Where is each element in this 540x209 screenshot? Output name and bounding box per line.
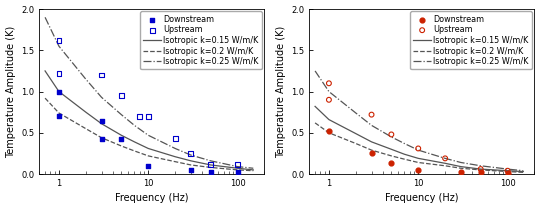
Y-axis label: Temperature Amplitude (K): Temperature Amplitude (K) [275,25,286,158]
Downstream [97,120,106,123]
Downstream [233,171,242,174]
Downstream [117,138,126,141]
Upstream [117,94,126,97]
Downstream [387,162,396,165]
Downstream [186,168,195,172]
Upstream [476,167,485,171]
Upstream [325,82,333,85]
Upstream [367,113,376,116]
Upstream [325,98,333,101]
Downstream [503,172,512,175]
Downstream [414,168,423,172]
X-axis label: Frequency (Hz): Frequency (Hz) [115,194,188,203]
Downstream [367,152,376,155]
Upstream [97,73,106,77]
Upstream [135,115,144,118]
Upstream [414,147,423,150]
Downstream [55,90,63,93]
Upstream [206,162,215,166]
Upstream [144,115,153,118]
Legend: Downstream, Upstream, Isotropic k=0.15 W/m/K, Isotropic k=0.2 W/m/K, Isotropic k: Downstream, Upstream, Isotropic k=0.15 W… [410,11,532,69]
Downstream [144,164,153,167]
Downstream [206,170,215,173]
Upstream [233,162,242,166]
Legend: Downstream, Upstream, Isotropic k=0.15 W/m/K, Isotropic k=0.2 W/m/K, Isotropic k: Downstream, Upstream, Isotropic k=0.15 W… [140,11,262,69]
Upstream [387,133,396,136]
Upstream [55,72,63,75]
Upstream [55,39,63,42]
Downstream [325,129,333,133]
Upstream [441,157,449,160]
Downstream [97,138,106,141]
Downstream [456,170,465,173]
X-axis label: Frequency (Hz): Frequency (Hz) [385,194,458,203]
Downstream [476,171,485,174]
Upstream [171,137,179,140]
Downstream [55,115,63,118]
Upstream [186,152,195,155]
Y-axis label: Temperature Amplitude (K): Temperature Amplitude (K) [5,25,16,158]
Upstream [503,169,512,172]
